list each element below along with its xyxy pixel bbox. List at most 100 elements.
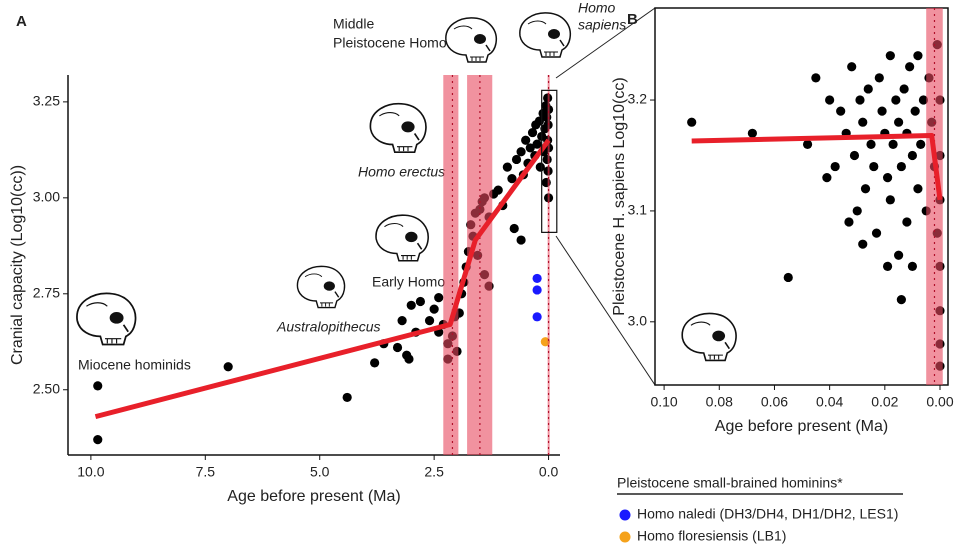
skull-icon xyxy=(76,292,137,346)
skull-icon xyxy=(369,102,427,154)
x-tick-label: 0.0 xyxy=(539,464,559,480)
legend-label: Homo floresiensis (LB1) xyxy=(637,528,786,544)
zoom-connector xyxy=(555,7,656,79)
x-tick-label: 0.04 xyxy=(816,394,843,410)
y-axis-title: Cranial capacity (Log10(cc)) xyxy=(9,165,26,365)
data-point xyxy=(855,95,865,105)
data-point xyxy=(516,235,526,245)
data-point xyxy=(882,173,893,183)
data-point xyxy=(849,150,860,161)
annotation: Early Homo xyxy=(372,274,445,290)
data-point xyxy=(429,304,439,314)
legend-title: Pleistocene small-brained hominins* xyxy=(617,475,843,491)
annotation: Miocene hominids xyxy=(78,357,191,373)
data-point xyxy=(502,162,512,172)
data-point xyxy=(905,62,915,72)
zoom-connector xyxy=(555,235,656,386)
skull-icon xyxy=(375,214,429,262)
data-point xyxy=(847,62,857,72)
data-point xyxy=(434,293,444,303)
skull-icon xyxy=(296,265,346,309)
data-point xyxy=(532,139,542,149)
data-point xyxy=(507,174,517,184)
x-tick-label: 0.10 xyxy=(650,394,677,410)
data-point xyxy=(910,106,920,116)
y-tick-label: 3.0 xyxy=(628,313,648,329)
data-point xyxy=(404,354,414,364)
annotation: Australopithecus xyxy=(276,319,381,335)
data-point xyxy=(907,150,918,161)
data-point xyxy=(392,342,403,353)
x-axis-title: Age before present (Ma) xyxy=(715,418,888,435)
data-point xyxy=(542,154,552,165)
x-axis-title: Age before present (Ma) xyxy=(227,488,400,505)
data-point xyxy=(907,261,918,271)
legend-swatch xyxy=(619,531,631,543)
data-point xyxy=(913,51,923,61)
data-point xyxy=(894,117,904,127)
data-point xyxy=(532,273,542,284)
data-point xyxy=(830,161,840,172)
data-point xyxy=(342,392,352,403)
data-point xyxy=(509,223,519,234)
data-point xyxy=(877,106,887,116)
data-point xyxy=(858,239,868,249)
data-point xyxy=(542,112,552,122)
y-tick-label: 3.1 xyxy=(628,202,648,218)
data-point xyxy=(863,84,873,94)
data-point xyxy=(525,143,535,153)
data-point xyxy=(860,184,871,194)
plot-frame xyxy=(654,7,949,386)
x-tick-label: 10.0 xyxy=(77,464,104,480)
x-tick-label: 0.02 xyxy=(871,394,898,410)
age-band xyxy=(443,75,459,455)
data-point xyxy=(521,135,531,145)
data-point xyxy=(885,51,895,61)
data-point xyxy=(516,147,526,157)
y-tick-label: 2.50 xyxy=(33,380,60,396)
annotation: Homo erectus xyxy=(358,164,445,180)
panel-label: A xyxy=(16,13,27,30)
data-point xyxy=(511,154,522,165)
data-point xyxy=(871,228,882,238)
x-tick-label: 2.5 xyxy=(424,464,444,480)
data-point xyxy=(913,184,923,194)
data-point xyxy=(882,261,893,271)
legend-swatch xyxy=(619,509,631,521)
skull-icon xyxy=(518,11,572,58)
y-tick-label: 3.00 xyxy=(33,189,60,205)
data-point xyxy=(891,95,901,105)
data-point xyxy=(424,316,435,326)
data-point xyxy=(885,195,895,205)
annotation: Middle xyxy=(333,16,374,32)
data-point xyxy=(687,117,697,127)
data-point xyxy=(858,117,868,127)
data-point xyxy=(747,128,757,138)
age-band xyxy=(926,8,943,385)
x-tick-label: 0.06 xyxy=(761,394,788,410)
data-point xyxy=(825,95,835,105)
y-tick-label: 2.75 xyxy=(33,284,60,300)
data-point xyxy=(532,285,542,295)
skull-icon xyxy=(681,312,738,362)
skull-icon xyxy=(444,17,498,63)
legend-label: Homo naledi (DH3/DH4, DH1/DH2, LES1) xyxy=(637,506,898,522)
data-point xyxy=(894,250,904,260)
data-point xyxy=(866,139,876,149)
data-point xyxy=(370,358,380,368)
data-point xyxy=(406,300,416,310)
data-point xyxy=(896,161,906,172)
data-point xyxy=(902,217,912,227)
x-tick-label: 0.08 xyxy=(706,394,733,410)
data-point xyxy=(93,435,103,445)
data-point xyxy=(802,139,813,149)
annotation: Pleistocene Homo xyxy=(333,35,447,51)
x-tick-label: 0.00 xyxy=(926,394,953,410)
data-point xyxy=(852,206,862,216)
trend-line xyxy=(94,138,551,420)
data-point xyxy=(899,84,909,94)
x-tick-label: 5.0 xyxy=(310,464,330,480)
data-point xyxy=(918,95,929,105)
panel-label: B xyxy=(627,11,638,28)
data-point xyxy=(822,173,832,183)
